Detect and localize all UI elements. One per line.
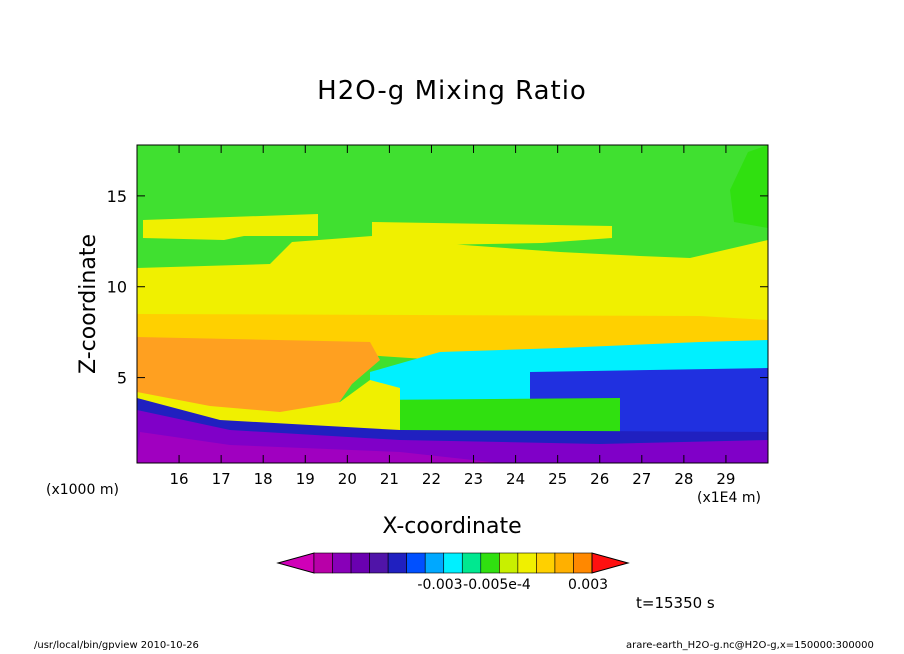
colorbar-low-arrow	[276, 552, 315, 574]
surface-magenta	[137, 432, 500, 463]
colorbar-swatch	[387, 552, 407, 574]
x-axis-label: X-coordinate	[382, 514, 522, 539]
chart-title: H2O-g Mixing Ratio	[317, 76, 587, 106]
x-tick-label: 29	[716, 470, 735, 488]
colorbar-swatch	[554, 552, 574, 574]
colorbar-swatch	[369, 552, 389, 574]
footer-command: /usr/local/bin/gpview 2010-10-26	[34, 640, 199, 651]
x-tick-label: 28	[674, 470, 693, 488]
contour-plot-area	[137, 145, 768, 463]
colorbar-swatch	[350, 552, 370, 574]
colorbar-high-arrow	[591, 552, 630, 574]
colorbar-swatch	[443, 552, 463, 574]
x-tick-label: 21	[380, 470, 399, 488]
x-tick-label: 22	[422, 470, 441, 488]
x-tick-label: 20	[338, 470, 357, 488]
x-tick-label: 27	[632, 470, 651, 488]
colorbar-swatch	[480, 552, 500, 574]
x-tick-label: 16	[170, 470, 189, 488]
y-axis: 5 10 15	[107, 187, 768, 388]
footer-source: arare-earth_H2O-g.nc@H2O-g,x=150000:3000…	[626, 640, 874, 651]
x-tick-label: 19	[296, 470, 315, 488]
x-tick-label: 25	[548, 470, 567, 488]
time-label: t=15350 s	[636, 594, 715, 612]
x-tick-label: 24	[506, 470, 525, 488]
y-tick-label: 15	[107, 187, 127, 206]
x-tick-label: 17	[212, 470, 231, 488]
colorbar-swatch	[461, 552, 482, 574]
colorbar-label: 0.003	[568, 577, 608, 593]
top-right-patch	[730, 145, 768, 228]
x-tick-label: 18	[254, 470, 273, 488]
colorbar-swatch	[406, 552, 426, 574]
x-unit-right: (x1E4 m)	[697, 490, 761, 506]
colorbar: -0.003 -0.005e-4 0.003	[276, 552, 630, 593]
colorbar-swatch	[517, 552, 537, 574]
y-tick-label: 5	[117, 369, 127, 388]
colorbar-swatch	[536, 552, 556, 574]
x-tick-label: 26	[590, 470, 609, 488]
plot-frame	[136, 144, 769, 464]
x-unit-left: (x1000 m)	[46, 482, 119, 498]
colorbar-swatch	[332, 552, 352, 574]
yellow-layer	[137, 236, 768, 340]
colorbar-label: -0.003	[417, 577, 462, 593]
orange-layer	[137, 337, 380, 414]
upper-moist-streak-left	[143, 214, 318, 240]
x-tick-label: 23	[464, 470, 483, 488]
colorbar-swatch	[499, 552, 519, 574]
colorbar-swatch	[424, 552, 445, 574]
colorbar-swatch	[313, 552, 333, 574]
colorbar-swatch	[573, 552, 593, 574]
upper-moist-streak-right	[372, 222, 612, 246]
y-tick-label: 10	[107, 278, 127, 297]
x-axis: 16 17 18 19 20 21 22 23 24 25 26 27 28 29	[170, 145, 735, 488]
y-axis-label: Z-coordinate	[76, 234, 101, 374]
green-strip	[360, 398, 620, 432]
colorbar-label: -0.005e-4	[463, 577, 531, 593]
